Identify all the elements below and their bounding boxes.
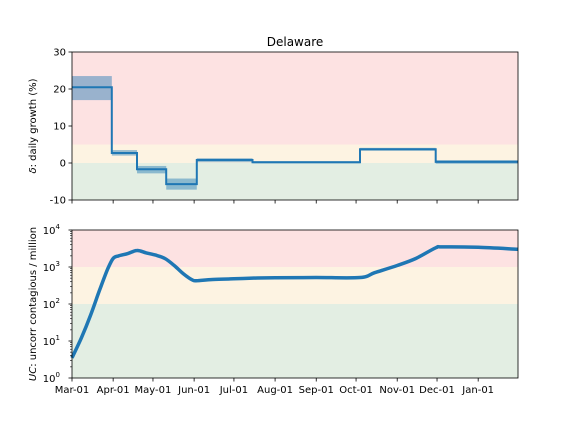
bottom-x-tick-label: Nov-01 (379, 385, 415, 396)
top-y-tick-label: -10 (50, 196, 66, 207)
top-y-axis-label: δ: daily growth (%) (28, 78, 39, 173)
bottom-x-tick-label: Jan-01 (461, 385, 494, 396)
bottom-y-tick-exponent: 0 (56, 371, 60, 379)
bottom-x-tick-label: Sep-01 (299, 385, 334, 396)
top-chart: -10 0 10 20 30 Delaware δ: daily growth (%) (28, 35, 519, 207)
bottom-y-tick-label: 100 (43, 371, 60, 385)
top-y-tick-label: 20 (53, 85, 66, 96)
bottom-x-tick-label: Aug-01 (257, 385, 293, 396)
top-y-tick-label: 30 (53, 48, 66, 59)
bottom-risk-bands (72, 230, 518, 378)
bottom-y-axis-label-symbol: UC (28, 367, 39, 381)
bottom-x-tick-label: Oct-01 (339, 385, 373, 396)
top-y-axis-label-symbol: δ (28, 167, 39, 173)
bottom-y-tick-label: 102 (43, 297, 60, 311)
bottom-x-axis-ticks: Mar-01 Apr-01 May-01 Jun-01 Jul-01 Aug-01 Sep-… (55, 378, 494, 396)
bottom-y-tick-exponent: 2 (56, 297, 60, 305)
bottom-x-tick-label: Dec-01 (419, 385, 455, 396)
growth-step-line (72, 86, 518, 186)
bottom-y-tick-exponent: 3 (56, 260, 60, 268)
top-risk-bands (72, 52, 518, 200)
bottom-y-tick-exponent: 1 (56, 334, 60, 342)
bottom-contagious-series (70, 244, 519, 359)
top-y-axis-label-text: : daily growth (%) (28, 78, 39, 167)
bottom-y-tick-label: 101 (43, 334, 60, 348)
top-growth-series (72, 76, 518, 190)
bottom-x-tick-label: Mar-01 (55, 385, 90, 396)
bottom-y-tick-exponent: 4 (56, 223, 61, 231)
bottom-x-tick-label: Jul-01 (219, 385, 248, 396)
top-y-axis-ticks: -10 0 10 20 30 (50, 48, 72, 207)
bottom-y-axis-label-text: : uncorr contagious / million (28, 227, 39, 367)
top-y-tick-label: 10 (53, 122, 66, 133)
bottom-band-0 (72, 304, 518, 378)
bottom-x-tick-label: Jun-01 (177, 385, 210, 396)
bottom-x-tick-label: Apr-01 (97, 385, 130, 396)
bottom-y-tick-label: 103 (43, 260, 60, 274)
bottom-y-axis-label: UC: uncorr contagious / million (28, 227, 39, 381)
top-band-2 (72, 52, 518, 145)
bottom-band-1 (72, 267, 518, 304)
bottom-y-tick-label: 104 (43, 223, 61, 237)
top-x-axis-ticks (71, 200, 479, 204)
chart-title: Delaware (267, 35, 324, 49)
bottom-x-tick-label: May-01 (135, 385, 172, 396)
top-y-tick-label: 0 (60, 159, 66, 170)
contagious-line (70, 244, 519, 359)
